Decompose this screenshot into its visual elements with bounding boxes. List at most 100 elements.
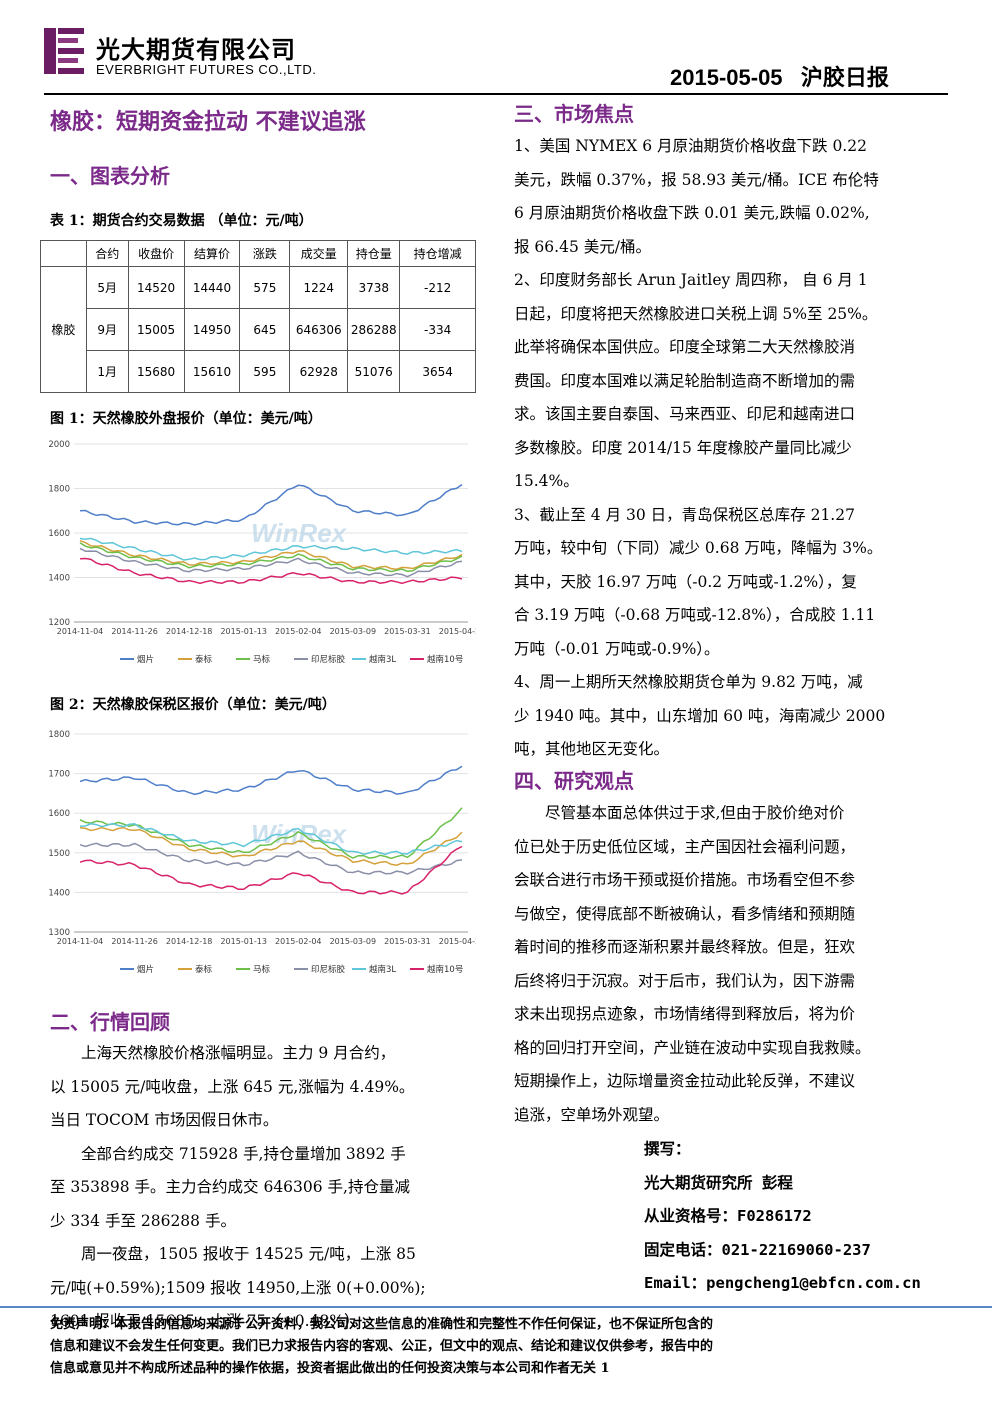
series-line xyxy=(79,557,463,585)
y-tick-label: 1600 xyxy=(48,809,70,819)
y-tick-label: 1600 xyxy=(48,529,70,539)
paragraph-line: 少 334 手至 286288 手。 xyxy=(50,1211,236,1230)
paragraph-line: 与做空，使得底部不断被确认，看多情绪和预期随 xyxy=(514,904,856,923)
legend-label: 越南10号 xyxy=(427,964,463,975)
y-tick-label: 1800 xyxy=(48,730,70,740)
author-line: Email：pengcheng1@ebfcn.com.cn xyxy=(644,1274,921,1292)
table-cell: 51076 xyxy=(347,350,401,393)
paragraph-line: 多数橡胶。印度 2014/15 年度橡胶产量同比减少 xyxy=(514,438,852,457)
legend-label: 烟片 xyxy=(137,964,154,975)
paragraph-line: 位已处于历史低位区域，主产国因社会福利问题， xyxy=(514,837,856,856)
paragraph-line: 吨，其他地区无变化。 xyxy=(514,740,670,758)
company-name-en: EVERBRIGHT FUTURES CO.,LTD. xyxy=(96,62,317,77)
figure-1-caption: 图 1：天然橡胶外盘报价（单位：美元/吨） xyxy=(50,411,322,427)
table-cell: 15005 xyxy=(127,308,185,351)
series-line xyxy=(79,765,463,796)
author-line: 从业资格号：F0286172 xyxy=(644,1207,812,1225)
paragraph-line: 上海天然橡胶价格涨幅明显。主力 9 月合约， xyxy=(50,1044,396,1062)
paragraph-line: 美元，跌幅 0.37%，报 58.93 美元/桶。ICE 布伦特 xyxy=(514,170,879,189)
table-cell: 9月 xyxy=(85,308,129,351)
paragraph-line: 后终将归于沉寂。对于后市，我们认为，因下游需 xyxy=(514,971,856,990)
x-tick-label: 2014-11-26 xyxy=(111,937,158,946)
section-3-title: 三、市场焦点 xyxy=(514,102,634,126)
author-block: 撰写： 光大期货研究所 彭程 从业资格号：F0286172 固定电话：021-2216… xyxy=(644,1133,944,1301)
paragraph-line: 日起，印度将把天然橡胶进口关税上调 5%至 25%。 xyxy=(514,304,878,323)
paragraph-line: 会联合进行市场干预或挺价措施。市场看空但不参 xyxy=(514,871,856,889)
table-cell: 3738 xyxy=(347,266,401,309)
x-tick-label: 2015-01-13 xyxy=(220,627,267,636)
legend-label: 马标 xyxy=(253,654,271,665)
table-cell: 646306 xyxy=(289,308,349,351)
table-cell: 595 xyxy=(239,350,291,393)
disclaimer-line: 免责声明：本报告的信息均来源于公开资料，我公司对这些信息的准确性和完整性不作任何… xyxy=(50,1317,714,1332)
disclaimer-line: 信息或意见并不构成所述品种的操作依据，投资者据此做出的任何投资决策与本公司和作者… xyxy=(50,1361,610,1376)
watermark: WinRex xyxy=(251,819,348,849)
x-tick-label: 2014-12-18 xyxy=(166,627,213,636)
paragraph-line: 格的回归打开空间，产业链在波动中实现自我救赎。 xyxy=(514,1038,871,1057)
paragraph-line: 此举将确保本国供应。印度全球第二大天然橡胶消 xyxy=(514,338,856,356)
paragraph-line: 费国。印度本国难以满足轮胎制造商不断增加的需 xyxy=(514,371,856,390)
table-header: 合约 xyxy=(85,240,129,267)
x-tick-label: 2015-04-23 xyxy=(439,627,476,636)
table-corner xyxy=(40,240,87,267)
y-tick-label: 1500 xyxy=(48,849,70,859)
paragraph-line: 以 15005 元/吨收盘，上涨 645 元,涨幅为 4.49%。 xyxy=(50,1077,415,1096)
paragraph-line: 1601 报收于 15685，上涨 75（+0.48%）。 xyxy=(50,1312,368,1330)
paragraph-line: 着时间的推移而逐渐积累并最终释放。但是，狂欢 xyxy=(514,938,856,956)
x-tick-label: 2014-12-18 xyxy=(166,937,213,946)
table-cell: 645 xyxy=(239,308,291,351)
y-tick-label: 1400 xyxy=(48,574,70,584)
paragraph-line: 求未出现拐点迹象，市场情绪得到释放后，将为价 xyxy=(514,1005,856,1023)
section-4-title: 四、研究观点 xyxy=(514,769,634,793)
table-header: 持仓量 xyxy=(347,240,401,267)
x-tick-label: 2015-01-13 xyxy=(220,937,267,946)
legend-label: 印尼标胶 xyxy=(311,654,346,665)
table-header: 结算价 xyxy=(183,240,241,267)
paragraph-line: 尽管基本面总体供过于求,但由于胶价绝对价 xyxy=(514,804,845,822)
paragraph-line: 万吨（-0.01 万吨或-0.9%）。 xyxy=(514,639,720,658)
company-name-cn: 光大期货有限公司 xyxy=(96,35,296,64)
series-line xyxy=(79,826,463,866)
table-row-group: 橡胶 xyxy=(40,266,87,393)
series-line xyxy=(79,845,463,895)
x-tick-label: 2014-11-04 xyxy=(57,627,104,636)
watermark: WinRex xyxy=(251,518,348,548)
y-tick-label: 1200 xyxy=(48,618,70,628)
legend-label: 烟片 xyxy=(137,654,154,665)
y-tick-label: 2000 xyxy=(48,440,70,450)
paragraph-line: 追涨，空单场外观望。 xyxy=(514,1105,670,1124)
x-tick-label: 2015-02-04 xyxy=(275,627,322,636)
paragraph-line: 报 66.45 美元/桶。 xyxy=(514,237,651,256)
table-cell: 1224 xyxy=(289,266,349,309)
table-cell: 14520 xyxy=(127,266,185,309)
section-2-title: 二、行情回顾 xyxy=(50,1010,170,1034)
y-tick-label: 1300 xyxy=(48,928,70,938)
author-line: 撰写： xyxy=(644,1140,691,1158)
paragraph-line: 周一夜盘，1505 报收于 14525 元/吨，上涨 85 xyxy=(50,1245,416,1263)
section-3-body: 1、美国 NYMEX 6 月原油期货价格收盘下跌 0.22 美元，跌幅 0.37%… xyxy=(514,130,954,767)
paragraph-line: 合 3.19 万吨（-0.68 万吨或-12.8%），合成胶 1.11 xyxy=(514,606,876,624)
legend-label: 印尼标胶 xyxy=(311,964,346,975)
table-cell: 62928 xyxy=(289,350,349,393)
table-header: 成交量 xyxy=(289,240,349,267)
series-line xyxy=(79,483,463,526)
x-tick-label: 2015-03-09 xyxy=(330,937,377,946)
paragraph-line: 至 353898 手。主力合约成交 646306 手,持仓量减 xyxy=(50,1178,410,1196)
paragraph-line: 6 月原油期货价格收盘下跌 0.01 美元,跌幅 0.02%, xyxy=(514,204,870,222)
table-cell: 5月 xyxy=(85,266,129,309)
table-header: 收盘价 xyxy=(127,240,185,267)
x-tick-label: 2015-02-04 xyxy=(275,937,322,946)
figure-2-caption: 图 2：天然橡胶保税区报价（单位：美元/吨） xyxy=(50,697,336,713)
x-tick-label: 2015-03-31 xyxy=(384,937,431,946)
paragraph-line: 全部合约成交 715928 手,持仓量增加 3892 手 xyxy=(50,1144,406,1163)
paragraph-line: 当日 TOCOM 市场因假日休市。 xyxy=(50,1111,279,1129)
table-cell: 14440 xyxy=(183,266,241,309)
series-line xyxy=(79,542,463,573)
x-tick-label: 2015-03-31 xyxy=(384,627,431,636)
legend-label: 马标 xyxy=(253,964,271,975)
series-line xyxy=(79,539,463,571)
series-line xyxy=(79,842,463,875)
page-title: 橡胶：短期资金拉动 不建议追涨 xyxy=(50,109,366,135)
table-cell: 575 xyxy=(239,266,291,309)
x-tick-label: 2015-04-23 xyxy=(439,937,476,946)
